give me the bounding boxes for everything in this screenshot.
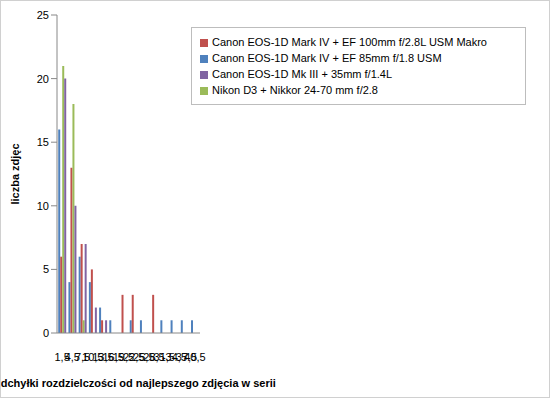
svg-text:25: 25 <box>37 9 49 21</box>
html-text:Canon EOS-1D Mark IV + EF 100m: Canon EOS-1D Mark IV + EF 100mm f/2.8L U… <box>212 36 487 48</box>
html-text:Nikon D3 + Nikkor 24-70 mm f/2: Nikon D3 + Nikkor 24-70 mm f/2.8 <box>212 84 378 96</box>
svg-text:0: 0 <box>43 327 49 339</box>
svg-text:5: 5 <box>43 263 49 275</box>
html-text:Canon EOS-1D Mark IV + EF 85mm: Canon EOS-1D Mark IV + EF 85mm f/1.8 USM <box>212 52 442 64</box>
svg-text:4,5: 4,5 <box>64 350 80 363</box>
svg-text:liczba zdjęc: liczba zdjęc <box>9 143 21 204</box>
svg-text:% odchyłki rozdzielczości od n: % odchyłki rozdzielczości od najlepszego… <box>8 377 276 389</box>
svg-text:20: 20 <box>37 73 49 85</box>
svg-text:10: 10 <box>37 200 49 212</box>
svg-text:1,5: 1,5 <box>54 350 70 363</box>
svg-text:15: 15 <box>37 136 49 148</box>
html-text:Canon EOS-1D Mk III + 35mm f/1: Canon EOS-1D Mk III + 35mm f/1.4L <box>212 68 392 80</box>
svg-text:40,5: 40,5 <box>184 351 205 363</box>
